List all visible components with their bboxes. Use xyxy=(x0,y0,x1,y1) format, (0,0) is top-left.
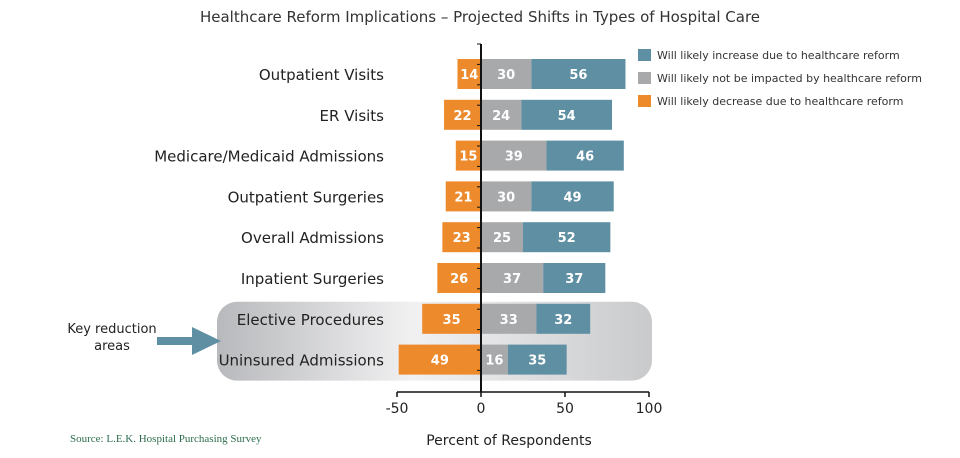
source-text: Source: L.E.K. Hospital Purchasing Surve… xyxy=(70,433,262,445)
data-label-increase: 49 xyxy=(564,190,582,205)
data-label-decrease: 15 xyxy=(459,150,477,165)
bar-neutral xyxy=(481,303,537,334)
category-label: Inpatient Surgeries xyxy=(241,270,384,288)
category-label: Outpatient Visits xyxy=(259,66,384,84)
bar-decrease xyxy=(398,344,481,375)
bar-increase xyxy=(507,344,567,375)
legend-label: Will likely increase due to healthcare r… xyxy=(657,49,900,62)
annotation-text: Key reduction xyxy=(67,322,156,337)
bar-neutral xyxy=(481,99,522,130)
data-label-increase: 32 xyxy=(554,313,572,328)
bar-neutral xyxy=(481,140,547,171)
bar-decrease xyxy=(445,181,481,212)
data-label-decrease: 14 xyxy=(460,68,478,83)
bar-decrease xyxy=(437,263,481,293)
x-tick-label: 0 xyxy=(477,401,486,417)
legend-label: Will likely not be impacted by healthcar… xyxy=(657,72,922,85)
data-label-increase: 52 xyxy=(558,231,576,246)
data-label-neutral: 24 xyxy=(492,109,510,124)
bar-increase xyxy=(536,303,591,334)
annotation-text: areas xyxy=(94,339,130,354)
bar-increase xyxy=(546,140,624,171)
data-label-neutral: 16 xyxy=(485,354,503,369)
data-label-neutral: 25 xyxy=(493,231,511,246)
legend-swatch xyxy=(638,49,651,61)
bar-increase xyxy=(523,222,611,253)
data-label-increase: 46 xyxy=(576,150,594,165)
category-label: Outpatient Surgeries xyxy=(228,188,385,206)
bar-decrease xyxy=(457,59,481,89)
bar-neutral xyxy=(481,344,508,375)
category-label: Elective Procedures xyxy=(237,311,384,329)
bar-neutral xyxy=(481,181,532,212)
bar-neutral xyxy=(481,222,523,253)
data-label-increase: 56 xyxy=(569,68,587,83)
data-label-decrease: 35 xyxy=(443,313,461,328)
x-tick-label: 100 xyxy=(636,401,663,417)
bar-neutral xyxy=(481,59,532,89)
legend-label: Will likely decrease due to healthcare r… xyxy=(657,95,903,108)
data-label-increase: 54 xyxy=(558,109,576,124)
bar-increase xyxy=(531,59,626,89)
bar-increase xyxy=(531,181,614,212)
x-axis-label: Percent of Respondents xyxy=(426,433,592,449)
data-label-neutral: 30 xyxy=(497,190,515,205)
data-label-neutral: 39 xyxy=(505,150,523,165)
category-label: Overall Admissions xyxy=(241,229,384,247)
data-label-decrease: 21 xyxy=(454,190,472,205)
bar-decrease xyxy=(422,303,481,334)
x-tick-label: 50 xyxy=(556,401,574,417)
bar-increase xyxy=(543,263,606,293)
x-tick-label: -50 xyxy=(386,401,409,417)
bar-increase xyxy=(521,99,613,130)
category-label: Uninsured Admissions xyxy=(219,352,385,370)
bar-decrease xyxy=(444,99,481,130)
legend-swatch xyxy=(638,95,651,107)
annotation-arrow xyxy=(157,327,221,355)
axis-minor-ticks xyxy=(477,43,481,371)
legend-swatch xyxy=(638,72,651,84)
data-label-neutral: 33 xyxy=(500,313,518,328)
data-label-decrease: 49 xyxy=(431,354,449,369)
bar-neutral xyxy=(481,263,544,293)
data-label-neutral: 30 xyxy=(497,68,515,83)
data-label-neutral: 37 xyxy=(503,272,521,287)
category-label: Medicare/Medicaid Admissions xyxy=(154,148,384,166)
data-label-decrease: 23 xyxy=(453,231,471,246)
chart-title: Healthcare Reform Implications – Project… xyxy=(200,8,760,26)
data-label-decrease: 26 xyxy=(450,272,468,287)
data-label-increase: 35 xyxy=(528,354,546,369)
category-label: ER Visits xyxy=(320,107,385,125)
data-label-decrease: 22 xyxy=(453,109,471,124)
bar-decrease xyxy=(442,222,481,253)
bar-decrease xyxy=(455,140,481,171)
data-label-increase: 37 xyxy=(565,272,583,287)
